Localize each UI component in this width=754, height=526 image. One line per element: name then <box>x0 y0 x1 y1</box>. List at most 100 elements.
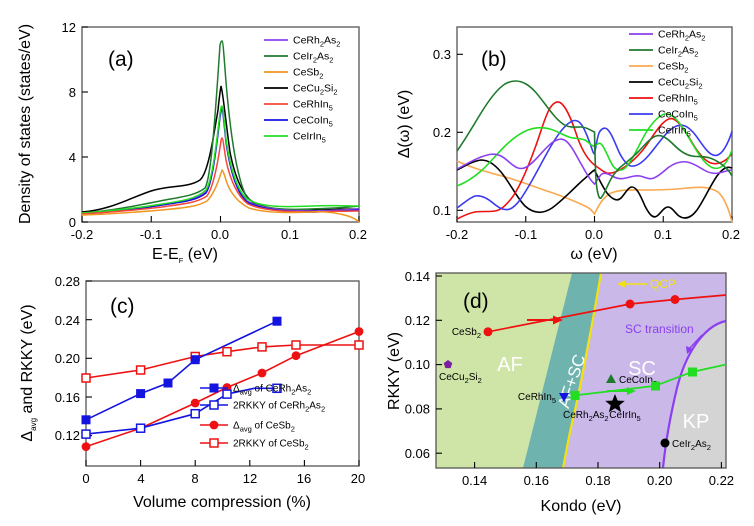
xtick: 0.16 <box>524 473 549 488</box>
svg-text:Δavg of CeSb2: Δavg of CeSb2 <box>233 421 295 434</box>
svg-text:CeIr2As2: CeIr2As2 <box>293 51 333 65</box>
legend-item: CeCoIn5 <box>264 115 333 129</box>
panel-a-xlabel: E-EF (eV) <box>152 246 218 263</box>
xtick: 0.0 <box>211 227 229 242</box>
xtick: -0.2 <box>71 227 93 242</box>
svg-text:Δavg and RKKY (eV): Δavg and RKKY (eV) <box>19 304 38 441</box>
point-CeIrIn5 <box>605 394 625 413</box>
panel-d-xlabel: Kondo (eV) <box>541 498 622 515</box>
svg-text:CeIrIn5: CeIrIn5 <box>658 125 691 139</box>
panel-c-xlabel: Volume compression (%) <box>133 494 311 511</box>
panel-b-legend: CeRh2As2 CeIr2As2 CeSb2 CeCu2Si2 CeRhIn5 <box>629 29 705 139</box>
panel-b: -0.2 -0.1 0.0 0.1 0.2 0.1 0.2 0.3 (b) Δ(… <box>377 0 754 263</box>
panel-a-yticklabels: 0 4 8 12 <box>62 20 76 230</box>
svg-text:CeIr2As2: CeIr2As2 <box>658 45 698 59</box>
xtick: -0.2 <box>446 227 468 242</box>
ytick: 0.14 <box>405 269 430 284</box>
xtick: 0.20 <box>647 473 672 488</box>
curve-CeCu2Si2 <box>456 159 733 219</box>
panel-d: 0.14 0.16 0.18 0.20 0.22 0.06 0.08 0.10 … <box>377 263 754 526</box>
panel-d-tracks <box>487 294 727 397</box>
boundary-QCP <box>561 273 603 468</box>
panel-a-curves <box>81 40 360 223</box>
panel-c-series <box>81 316 364 451</box>
legend-item: 2RKKY of CeRh2As2 <box>200 400 325 414</box>
annotation-SC-transition: SC transition <box>625 322 694 336</box>
legend-item: CeCu2Si2 <box>264 83 338 97</box>
panel-c-yticklabels: 0.12 0.16 0.20 0.24 0.28 <box>55 274 80 443</box>
panel-a-svg: -0.2 -0.1 0.0 0.1 0.2 0 4 8 12 (a) Densi… <box>17 20 367 263</box>
ytick: 0.06 <box>405 446 430 461</box>
svg-text:CeIrIn5: CeIrIn5 <box>293 131 326 145</box>
panel-b-label: (b) <box>481 48 507 71</box>
panel-d-axes <box>435 272 727 469</box>
region-KP <box>663 321 726 468</box>
svg-text:Δavg of CeRh2As2: Δavg of CeRh2As2 <box>233 384 311 397</box>
curve-CeSb2 <box>456 160 733 223</box>
legend-item: CeRhIn5 <box>264 99 333 113</box>
arrow-green <box>607 387 636 395</box>
panel-c-label: (c) <box>110 295 135 318</box>
label-CeRh2As2: CeRh2As2 <box>563 410 609 423</box>
legend-item: CeIrIn5 <box>264 131 326 145</box>
panel-b-axes <box>456 26 733 223</box>
xtick: 12 <box>243 471 257 486</box>
xtick: 0.2 <box>722 227 740 242</box>
region-label-AF: AF <box>497 354 523 376</box>
panel-d-annotations: QCP SC transition <box>617 277 703 354</box>
xlabel-pre: E-E <box>152 246 179 263</box>
svg-text:CeRh2As2: CeRh2As2 <box>293 35 340 49</box>
panel-d-svg: 0.14 0.16 0.18 0.20 0.22 0.06 0.08 0.10 … <box>386 269 734 515</box>
xtick: 0.18 <box>585 473 610 488</box>
xtick: 0 <box>82 471 89 486</box>
ytick: 0.12 <box>55 428 80 443</box>
legend-item: CeSb2 <box>264 67 323 81</box>
xtick: 0.22 <box>709 473 734 488</box>
ytick: 0.24 <box>55 313 80 328</box>
panel-d-label: (d) <box>463 290 489 313</box>
legend-item: CeIrIn5 <box>629 125 691 139</box>
ytick: 8 <box>69 85 76 100</box>
ytick: 0.1 <box>433 203 451 218</box>
ytick: 0.28 <box>55 274 80 289</box>
panel-d-ylabel: RKKY (eV) <box>386 332 403 410</box>
legend-item: CeCu2Si2 <box>629 77 703 91</box>
ytick: 0.10 <box>405 357 430 372</box>
xtick: 4 <box>137 471 144 486</box>
legend-item: CeRhIn5 <box>629 93 698 107</box>
panel-d-regions <box>436 273 726 468</box>
point-track-g1 <box>651 381 660 391</box>
panel-b-svg: -0.2 -0.1 0.0 0.1 0.2 0.1 0.2 0.3 (b) Δ(… <box>396 26 740 263</box>
panel-c-xticklabels: 0 4 8 12 16 20 <box>82 471 365 486</box>
legend-item: CeIr2As2 <box>629 45 698 59</box>
legend-item: 2RKKY of CeSb2 <box>200 438 309 452</box>
curve-CeCoIn5 <box>456 119 733 211</box>
point-CeSb2-c2 <box>670 295 680 304</box>
xtick: 0.1 <box>281 227 299 242</box>
svg-text:CeCu2Si2: CeCu2Si2 <box>658 77 703 91</box>
panel-b-ylabel: Δ(ω) (eV) <box>396 90 413 159</box>
svg-text:CeCoIn5: CeCoIn5 <box>658 109 698 123</box>
point-CeCoIn5 <box>606 374 616 383</box>
svg-text:CeCu2Si2: CeCu2Si2 <box>293 83 338 97</box>
point-CeRh2As2 <box>570 391 580 400</box>
legend-item: CeSb2 <box>629 61 688 75</box>
svg-text:CeRhIn5: CeRhIn5 <box>293 99 333 113</box>
curve-CeIr2As2 <box>456 80 733 200</box>
legend-item: CeRh2As2 <box>264 35 340 49</box>
curve-CeRh2As2 <box>456 138 733 186</box>
panel-d-datapoints: CeSb2 CeCu2Si2 CeRhIn5 CeCoIn5 CeRh2As2 … <box>439 295 711 452</box>
annotation-QCP: QCP <box>650 277 676 291</box>
ytick: 0.16 <box>55 390 80 405</box>
xtick: 16 <box>297 471 311 486</box>
panel-c-legend: Δavg of CeRh2As2 2RKKY of CeRh2As2 Δavg … <box>200 383 325 452</box>
xtick: 20 <box>351 471 365 486</box>
region-label-KP: KP <box>683 411 710 433</box>
svg-text:CeSb2: CeSb2 <box>658 61 688 75</box>
panel-b-xlabel: ω (eV) <box>570 246 617 263</box>
ytick: 0.3 <box>433 47 451 62</box>
xtick: 0.2 <box>349 227 367 242</box>
svg-text:2RKKY of CeRh2As2: 2RKKY of CeRh2As2 <box>233 401 325 414</box>
markers-2RKKY-CeSb2 <box>81 340 364 383</box>
